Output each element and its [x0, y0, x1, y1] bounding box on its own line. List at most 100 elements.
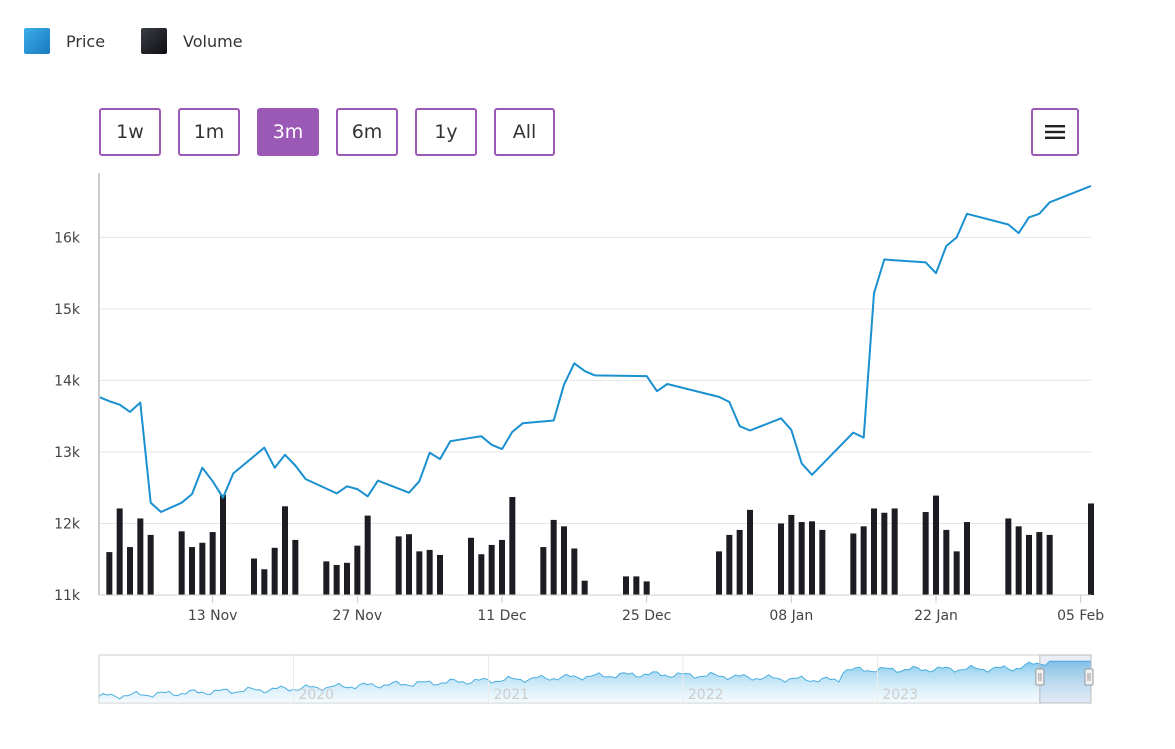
range-button-1m[interactable]: 1m [178, 108, 240, 156]
volume-bar [1005, 518, 1012, 595]
volume-bar [468, 537, 474, 595]
range-button-1y[interactable]: 1y [415, 108, 477, 156]
volume-bar [116, 508, 123, 595]
volume-bar [819, 529, 826, 595]
navigator-year-label: 2023 [882, 687, 918, 703]
volume-bar [364, 515, 371, 595]
volume-bar [282, 506, 288, 595]
legend-label-volume: Volume [183, 31, 243, 51]
volume-bar [499, 539, 505, 595]
volume-bar [344, 562, 350, 595]
x-tick-label: 08 Jan [769, 608, 813, 624]
x-tick-label: 22 Jan [914, 608, 958, 624]
volume-bar [1015, 526, 1022, 595]
legend-label-price: Price [66, 31, 106, 51]
range-button-3m[interactable]: 3m [257, 108, 319, 156]
volume-bar [550, 519, 557, 595]
volume-bar [416, 551, 423, 595]
volume-bar [426, 549, 433, 595]
volume-bar [251, 558, 257, 595]
volume-bar [147, 534, 154, 595]
volume-bar [509, 497, 516, 595]
volume-bar [850, 533, 857, 595]
navigator[interactable]: 2020 2021 2022 2023 [98, 654, 1094, 704]
volume-bar [292, 539, 299, 595]
x-tick-label: 11 Dec [477, 608, 526, 624]
volume-bar [964, 522, 970, 595]
navigator-handle-right[interactable] [1084, 668, 1094, 686]
navigator-selection[interactable] [1039, 654, 1092, 704]
y-tick-label: 14k [54, 373, 81, 389]
volume-bar [395, 536, 402, 595]
chart-menu-button[interactable] [1031, 108, 1079, 156]
volume-bar [860, 526, 867, 595]
axes: 11k 12k 13k 14k 15k 16k 13 Nov 27 Nov 11 Dec 25 D… [54, 173, 1104, 624]
volume-swatch-icon [141, 28, 168, 54]
volume-bar [736, 529, 743, 595]
navigator-year-label: 2022 [688, 687, 724, 703]
volume-bar [127, 547, 133, 595]
volume-bar [871, 508, 877, 595]
volume-bar [778, 523, 784, 595]
volume-bar [643, 581, 650, 595]
volume-bar [633, 576, 640, 595]
volume-bar [540, 547, 547, 595]
volume-bar [271, 547, 278, 595]
x-tick-label: 05 Feb [1057, 608, 1104, 624]
volume-bar [561, 526, 567, 595]
y-tick-label: 16k [54, 230, 81, 246]
volume-bar [199, 542, 206, 595]
y-tick-label: 12k [54, 516, 81, 532]
volume-bar [726, 534, 733, 595]
price-swatch-icon [24, 28, 50, 54]
x-tick-label: 25 Dec [622, 608, 671, 624]
hamburger-menu-icon [1045, 125, 1065, 139]
y-tick-label: 11k [54, 588, 81, 604]
volume-bar [137, 518, 144, 595]
volume-bar [881, 512, 888, 595]
range-button-all[interactable]: All [494, 108, 555, 156]
price-line [98, 184, 1092, 513]
volume-bar [1036, 532, 1043, 595]
y-tick-label: 13k [54, 445, 81, 461]
volume-bar [178, 531, 185, 595]
x-tick-label: 27 Nov [333, 608, 383, 624]
volume-bar [747, 509, 753, 595]
volume-bar [581, 580, 588, 595]
volume-bar [922, 512, 929, 595]
volume-bar [933, 495, 939, 595]
legend-item-price[interactable]: Price [24, 28, 105, 54]
volume-bar [798, 522, 805, 595]
price-series [98, 184, 1092, 513]
grid-lines [99, 236, 1091, 596]
navigator-year-label: 2021 [493, 687, 529, 703]
volume-bar [323, 561, 330, 595]
volume-bar [1088, 503, 1094, 595]
y-tick-label: 15k [54, 302, 81, 318]
volume-bar [488, 544, 495, 595]
volume-bar [953, 551, 960, 595]
legend: Price Volume [24, 28, 279, 54]
volume-bar [1026, 534, 1032, 595]
volume-bar [1046, 534, 1053, 595]
range-button-6m[interactable]: 6m [336, 108, 398, 156]
volume-bar [406, 534, 412, 595]
legend-item-volume[interactable]: Volume [141, 28, 243, 54]
range-button-1w[interactable]: 1w [99, 108, 161, 156]
volume-bar [220, 494, 226, 595]
volume-bar [437, 554, 443, 595]
navigator-handle-left[interactable] [1035, 668, 1045, 686]
volume-bar [261, 569, 268, 595]
volume-bar [809, 521, 815, 595]
navigator-year-label: 2020 [298, 687, 334, 703]
volume-bar [209, 532, 216, 595]
volume-bar [571, 548, 578, 595]
volume-series [106, 494, 1094, 595]
volume-bar [106, 552, 113, 595]
volume-bar [354, 545, 361, 595]
volume-bar [716, 551, 722, 595]
volume-bar [333, 564, 340, 595]
volume-bar [788, 514, 795, 595]
volume-bar [943, 529, 950, 595]
